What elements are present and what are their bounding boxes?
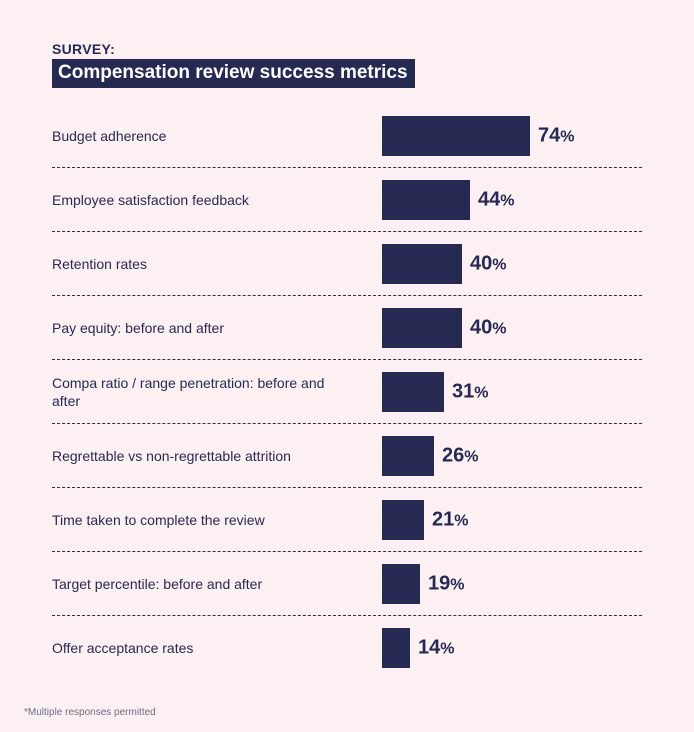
value-unit: % [454,512,469,529]
value-label: 74% [538,124,574,147]
chart-row: Employee satisfaction feedback 44% [52,168,642,232]
category-label: Regrettable vs non-regrettable attrition [52,447,291,464]
value-number: 21 [432,508,455,530]
chart-title: Compensation review success metrics [52,59,415,88]
value-unit: % [560,128,575,145]
value-unit: % [492,320,507,337]
value-unit: % [440,640,455,658]
value-label: 40% [470,252,506,275]
value-number: 74 [538,124,561,146]
bar [382,244,462,284]
category-label: Target percentile: before and after [52,575,263,592]
bar [382,500,424,540]
value-label: 19% [428,572,464,595]
category-label: Retention rates [52,255,147,272]
value-label: 14% [418,637,454,660]
bar [382,628,410,668]
value-unit: % [474,384,489,401]
category-label: Compa ratio / range penetration: before … [52,374,325,409]
chart-row: Regrettable vs non-regrettable attrition… [52,424,642,488]
chart-row: Compa ratio / range penetration: before … [52,360,642,424]
bar [382,308,462,348]
chart-row: Offer acceptance rates 14% [52,616,642,680]
value-label: 44% [478,188,514,211]
category-label: Employee satisfaction feedback [52,191,249,208]
value-label: 21% [432,508,468,531]
value-number: 40 [470,252,493,274]
value-label: 26% [442,444,478,467]
value-unit: % [492,256,507,273]
bar [382,436,434,476]
value-number: 31 [452,380,475,402]
category-label: Offer acceptance rates [52,640,194,656]
bar [382,372,444,412]
bar [382,116,530,156]
chart-row: Time taken to complete the review 21% [52,488,642,552]
category-label: Pay equity: before and after [52,319,224,336]
value-number: 19 [428,572,451,594]
category-label: Budget adherence [52,127,167,144]
category-label: Time taken to complete the review [52,511,265,528]
footnote: *Multiple responses permitted [24,707,156,718]
value-label: 31% [452,380,488,403]
value-unit: % [450,576,465,593]
chart-row: Retention rates 40% [52,232,642,296]
value-number: 14 [418,636,441,659]
value-unit: % [500,192,515,209]
bar [382,180,470,220]
chart-row: Target percentile: before and after 19% [52,552,642,616]
chart-row: Pay equity: before and after 40% [52,296,642,360]
bar-chart: Budget adherence 74% Employee satisfaction… [52,104,642,680]
value-number: 26 [442,444,465,466]
value-label: 40% [470,316,506,339]
value-number: 40 [470,316,493,338]
value-number: 44 [478,188,501,210]
survey-kicker: SURVEY: [52,41,116,57]
chart-row: Budget adherence 74% [52,104,642,168]
bar [382,564,420,604]
value-unit: % [464,448,479,465]
